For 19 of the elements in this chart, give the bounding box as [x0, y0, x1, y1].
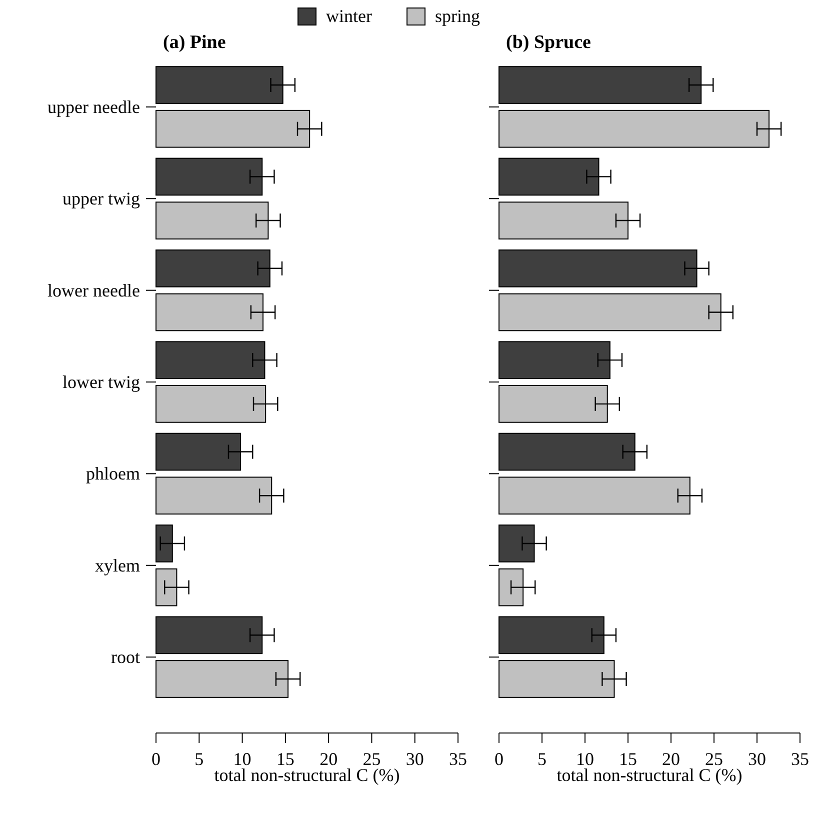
x-tick-label: 30: [748, 749, 766, 769]
legend-label: winter: [326, 6, 372, 26]
y-tick-label: lower needle: [48, 280, 140, 300]
y-tick-label: root: [111, 647, 140, 668]
y-tick-label: xylem: [95, 555, 140, 576]
chart-title: (a) Pine: [163, 32, 226, 53]
y-tick-label: phloem: [86, 464, 140, 484]
x-tick-label: 35: [791, 749, 809, 769]
x-tick-label: 5: [538, 749, 546, 769]
x-tick-label: 0: [152, 749, 160, 769]
chart-title: (b) Spruce: [506, 32, 591, 53]
x-tick-label: 30: [406, 749, 424, 769]
x-tick-label: 5: [194, 749, 204, 769]
x-tick-label: 35: [449, 749, 467, 769]
legend-label: spring: [435, 6, 480, 26]
y-tick-label: upper twig: [62, 188, 140, 209]
y-tick-label: upper needle: [48, 96, 140, 117]
y-tick-label: lower twig: [62, 372, 140, 392]
x-tick-label: 0: [494, 749, 504, 769]
